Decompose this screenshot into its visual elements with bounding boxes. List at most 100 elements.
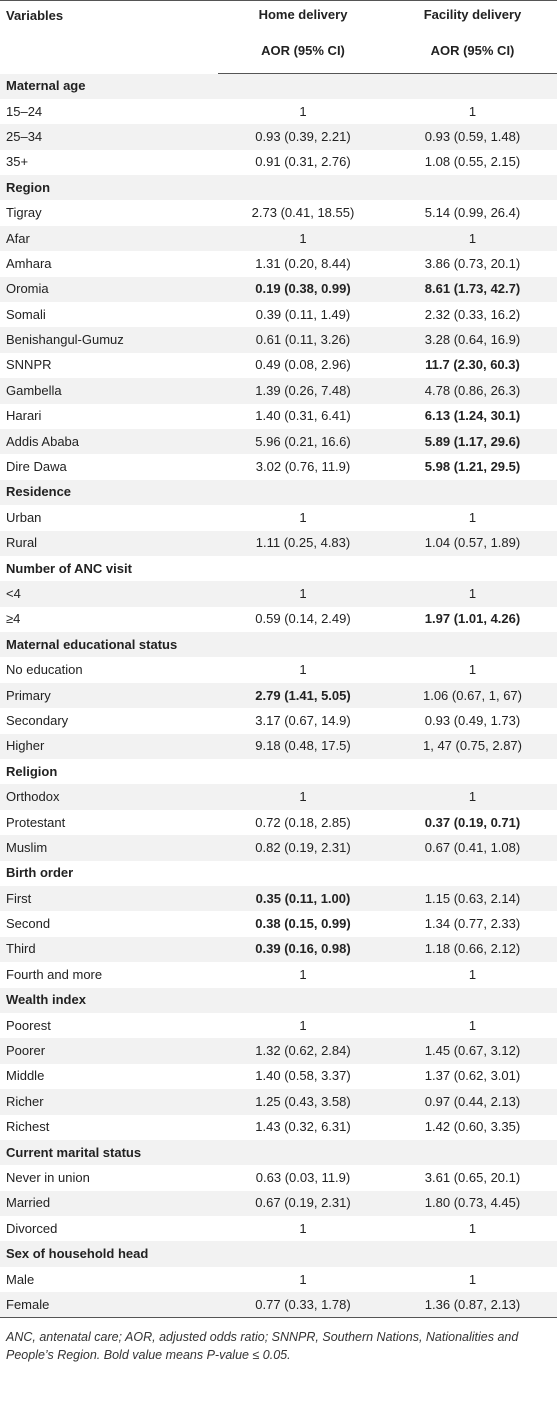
variable-label: Richest	[6, 1119, 50, 1135]
table-row: Second 0.38 (0.15, 0.99) 1.34 (0.77, 2.33)	[0, 911, 557, 936]
table-row: 35+ 0.91 (0.31, 2.76) 1.08 (0.55, 2.15)	[0, 150, 557, 175]
variable-label: Second	[6, 916, 51, 932]
table-row: Middle 1.40 (0.58, 3.37) 1.37 (0.62, 3.01)	[0, 1064, 557, 1089]
home-delivery-aor: 0.77 (0.33, 1.78)	[218, 1292, 388, 1319]
home-delivery-aor: 1	[299, 1220, 307, 1236]
group-label: Sex of household head	[6, 1246, 149, 1262]
table-row: Higher 9.18 (0.48, 17.5) 1, 47 (0.75, 2.87…	[0, 733, 557, 760]
variable-label: Muslim	[6, 839, 48, 855]
table-row: Amhara 1.31 (0.20, 8.44) 3.86 (0.73, 20.1)	[0, 251, 557, 276]
facility-delivery-aor: 4.78 (0.86, 26.3)	[424, 382, 521, 398]
variable-label: Amhara	[6, 255, 52, 271]
table-row: Somali 0.39 (0.11, 1.49) 2.32 (0.33, 16.2)	[0, 302, 557, 327]
variable-label: 35+	[6, 154, 29, 170]
variable-label: <4	[6, 586, 21, 601]
variable-label: 25–34	[6, 128, 43, 144]
group-header-row: Birth order	[0, 861, 557, 886]
home-delivery-aor: 0.39 (0.11, 1.49)	[255, 306, 351, 322]
home-delivery-aor: 0.49 (0.08, 2.96)	[255, 357, 351, 373]
home-delivery-aor: 0.39 (0.16, 0.98)	[255, 941, 351, 957]
table-row: Married 0.67 (0.19, 2.31) 1.80 (0.73, 4.45…	[0, 1190, 557, 1217]
variable-label: Tigray	[6, 205, 42, 221]
table-row: Benishangul-Gumuz 0.61 (0.11, 3.26) 3.28 (…	[0, 327, 557, 353]
table-row: Never in union 0.63 (0.03, 11.9) 3.61 (0.6…	[0, 1165, 557, 1190]
table-row: Oromia 0.19 (0.38, 0.99) 8.61 (1.73, 42.7)	[0, 276, 557, 303]
home-delivery-aor: 0.19 (0.38, 0.99)	[255, 281, 351, 297]
table-row: Muslim 0.82 (0.19, 2.31) 0.67 (0.41, 1.08)	[0, 835, 557, 861]
home-delivery-aor: 1.25 (0.43, 3.58)	[255, 1093, 351, 1109]
table-footnote: ANC, antenatal care; AOR, adjusted odds …	[6, 1330, 519, 1363]
variable-label: Harari	[6, 408, 42, 424]
facility-delivery-aor: 1	[468, 586, 477, 601]
home-delivery-aor: 0.93 (0.39, 2.21)	[255, 128, 351, 144]
subheader-facility-aor: AOR (95% CI)	[388, 29, 557, 74]
table-row: SNNPR 0.49 (0.08, 2.96) 11.7 (2.30, 60.3)	[0, 353, 557, 378]
home-delivery-aor: 0.63 (0.03, 11.9)	[255, 1169, 351, 1185]
variable-label: Male	[6, 1271, 35, 1287]
home-delivery-aor: 1	[299, 662, 307, 678]
variable-label: No education	[6, 662, 83, 678]
variable-label: Gambella	[6, 382, 62, 398]
table-row: Urban 1 1	[0, 505, 557, 530]
home-delivery-aor: 1	[299, 966, 307, 982]
facility-delivery-aor: 1	[468, 1220, 477, 1236]
group-label: Birth order	[6, 865, 74, 881]
facility-delivery-aor: 1	[468, 966, 477, 982]
home-delivery-aor: 1	[299, 230, 307, 246]
table-row: Protestant 0.72 (0.18, 2.85) 0.37 (0.19, 0…	[0, 810, 557, 835]
home-delivery-aor: 1	[299, 789, 307, 805]
variable-label: Urban	[6, 509, 42, 525]
variable-label: Never in union	[6, 1169, 90, 1185]
variable-label: Fourth and more	[6, 966, 103, 982]
facility-delivery-aor: 5.89 (1.17, 29.6)	[424, 433, 521, 449]
variable-label: Poorest	[6, 1017, 51, 1033]
facility-delivery-aor: 1.04 (0.57, 1.89)	[424, 535, 521, 551]
variable-label: SNNPR	[6, 357, 52, 373]
home-delivery-aor: 1	[299, 103, 307, 119]
facility-delivery-aor: 1	[468, 1017, 477, 1033]
home-delivery-aor: 1.32 (0.62, 2.84)	[255, 1043, 351, 1059]
table-row: <4 1 1	[0, 581, 557, 607]
table-row: Tigray 2.73 (0.41, 18.55) 5.14 (0.99, 26.4…	[0, 200, 557, 225]
home-delivery-aor: 0.67 (0.19, 2.31)	[255, 1195, 351, 1211]
facility-delivery-aor: 3.86 (0.73, 20.1)	[424, 255, 521, 271]
facility-delivery-aor: 1.97 (1.01, 4.26)	[424, 611, 521, 627]
home-delivery-aor: 0.38 (0.15, 0.99)	[255, 916, 351, 932]
facility-delivery-aor: 2.32 (0.33, 16.2)	[424, 306, 521, 322]
facility-delivery-aor: 0.93 (0.49, 1.73)	[424, 712, 521, 728]
home-delivery-aor: 0.35 (0.11, 1.00)	[255, 890, 351, 906]
facility-delivery-aor: 11.7 (2.30, 60.3)	[425, 357, 520, 373]
facility-delivery-aor: 1, 47 (0.75, 2.87)	[422, 738, 522, 754]
table-row: Primary 2.79 (1.41, 5.05) 1.06 (0.67, 1, 6…	[0, 682, 557, 709]
table-body: Maternal age 15–24 1 1 25–34 0.93 (0.39, 2.21…	[0, 73, 557, 1319]
facility-delivery-aor: 0.37 (0.19, 0.71)	[424, 814, 521, 830]
home-delivery-aor: 1	[299, 509, 307, 525]
facility-delivery-aor: 3.28 (0.64, 16.9)	[424, 332, 521, 348]
facility-delivery-aor: 0.97 (0.44, 2.13)	[424, 1093, 521, 1109]
group-header-row: Maternal age	[0, 73, 557, 99]
home-delivery-aor: 0.91 (0.31, 2.76)	[255, 154, 351, 170]
home-delivery-aor: 1.43 (0.32, 6.31)	[255, 1119, 351, 1135]
group-header-row: Maternal educational status	[0, 632, 557, 658]
home-delivery-aor: 1	[299, 1017, 307, 1033]
home-delivery-aor: 1.31 (0.20, 8.44)	[255, 255, 351, 271]
facility-delivery-aor: 1	[468, 509, 477, 525]
table-row: Harari 1.40 (0.31, 6.41) 6.13 (1.24, 30.1)	[0, 404, 557, 429]
facility-delivery-aor: 5.98 (1.21, 29.5)	[424, 459, 521, 475]
table-row: ≥4 0.59 (0.14, 2.49) 1.97 (1.01, 4.26)	[0, 607, 557, 632]
results-table: Variables Home delivery Facility deliver…	[0, 0, 557, 1319]
table-row: Richer 1.25 (0.43, 3.58) 0.97 (0.44, 2.13)	[0, 1089, 557, 1115]
home-delivery-aor: 0.59 (0.14, 2.49)	[255, 611, 351, 627]
group-label: Number of ANC visit	[6, 560, 132, 576]
group-header-row: Residence	[0, 479, 557, 506]
table-row: Poorer 1.32 (0.62, 2.84) 1.45 (0.67, 3.12)	[0, 1038, 557, 1064]
group-header-row: Religion	[0, 759, 557, 784]
group-label: Residence	[6, 484, 72, 500]
variable-label: Orthodox	[6, 789, 60, 805]
table-row: Third 0.39 (0.16, 0.98) 1.18 (0.66, 2.12)	[0, 936, 557, 963]
table-row: 15–24 1 1	[0, 99, 557, 124]
variable-label: Poorer	[6, 1043, 46, 1059]
variable-label: Somali	[6, 306, 46, 322]
facility-delivery-aor: 0.67 (0.41, 1.08)	[424, 839, 521, 855]
variable-label: Secondary	[6, 712, 69, 728]
